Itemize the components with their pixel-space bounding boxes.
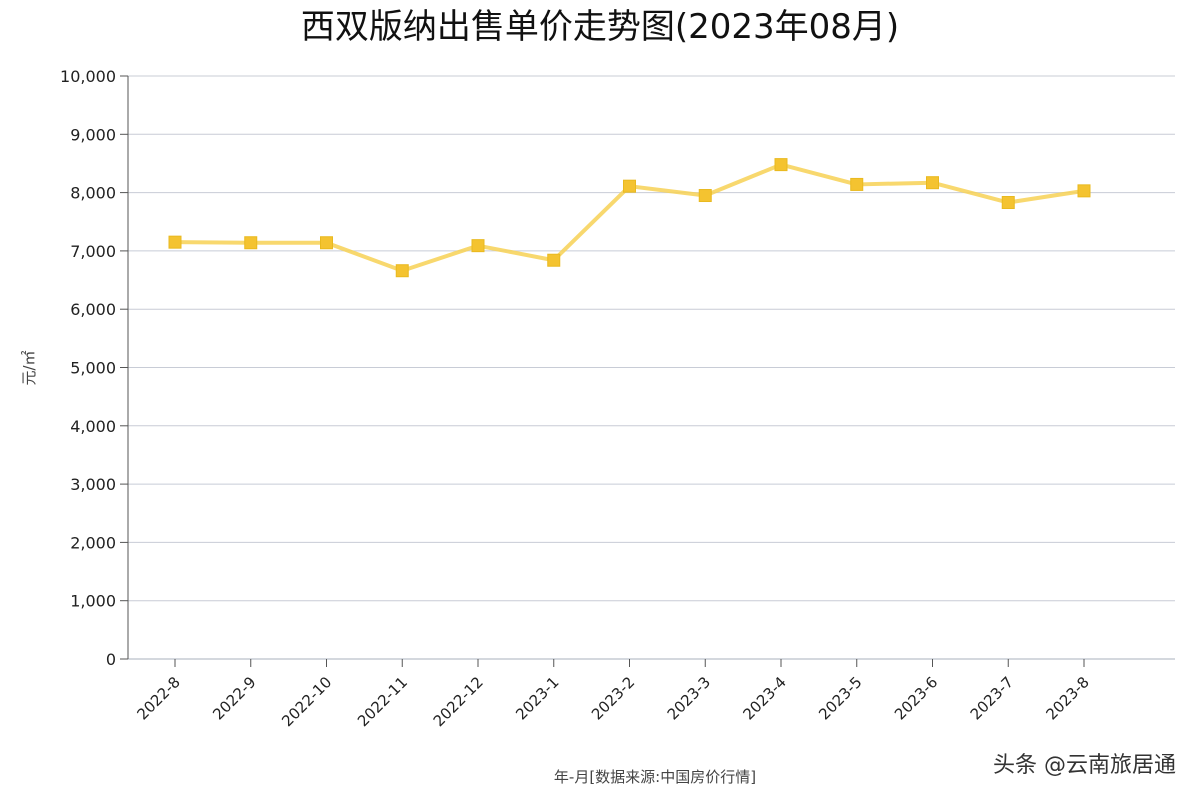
y-tick-label: 7,000 — [70, 242, 116, 261]
data-point — [168, 235, 182, 249]
x-tick-label: 2023-3 — [664, 673, 714, 723]
watermark-text: 头条 @云南旅居通 — [993, 753, 1176, 778]
y-tick-label: 0 — [106, 650, 116, 669]
x-tick-label: 2023-6 — [891, 673, 941, 723]
y-tick-label: 4,000 — [70, 417, 116, 436]
x-tick-label: 2022-10 — [278, 673, 335, 730]
data-point — [623, 179, 636, 193]
y-tick-label: 8,000 — [70, 184, 116, 203]
x-tick-label: 2023-5 — [815, 673, 865, 723]
data-point — [850, 177, 864, 191]
x-axis-label: 年-月[数据来源:中国房价行情] — [554, 768, 756, 786]
data-point — [320, 236, 333, 250]
data-point — [1001, 196, 1015, 210]
data-point — [774, 158, 788, 172]
y-tick-label: 9,000 — [70, 125, 116, 144]
y-axis-label: 元/㎡ — [20, 350, 38, 385]
x-tick-label: 2022-8 — [134, 673, 184, 723]
y-axis: 0 1,000 2,000 3,000 4,000 5,000 6,000 7,000 8,00… — [60, 67, 129, 669]
data-point — [244, 236, 258, 250]
data-point — [698, 189, 712, 203]
data-point — [926, 176, 939, 190]
x-tick-label: 2023-2 — [588, 673, 638, 723]
chart-title: 西双版纳出售单价走势图(2023年08月) — [301, 7, 899, 47]
y-tick-label: 1,000 — [70, 592, 116, 611]
x-axis: 2022-8 2022-9 2022-10 2022-11 2022-12 2023-1 2… — [134, 659, 1093, 730]
y-tick-label: 5,000 — [70, 359, 116, 378]
series-layer — [168, 158, 1091, 278]
data-point — [1077, 184, 1091, 198]
x-tick-label: 2023-8 — [1043, 673, 1093, 723]
gridlines — [128, 75, 1175, 660]
y-tick-label: 10,000 — [60, 67, 116, 86]
x-tick-label: 2022-11 — [354, 673, 411, 730]
data-point — [395, 264, 409, 278]
x-tick-label: 2022-12 — [430, 673, 487, 730]
data-point — [471, 239, 485, 253]
data-point — [547, 253, 561, 267]
y-tick-label: 3,000 — [70, 475, 116, 494]
x-tick-label: 2023-1 — [512, 673, 562, 723]
y-tick-label: 6,000 — [70, 300, 116, 319]
x-tick-label: 2023-4 — [740, 673, 790, 723]
x-tick-label: 2022-9 — [209, 673, 259, 723]
y-tick-label: 2,000 — [70, 533, 116, 552]
x-tick-label: 2023-7 — [967, 673, 1017, 723]
